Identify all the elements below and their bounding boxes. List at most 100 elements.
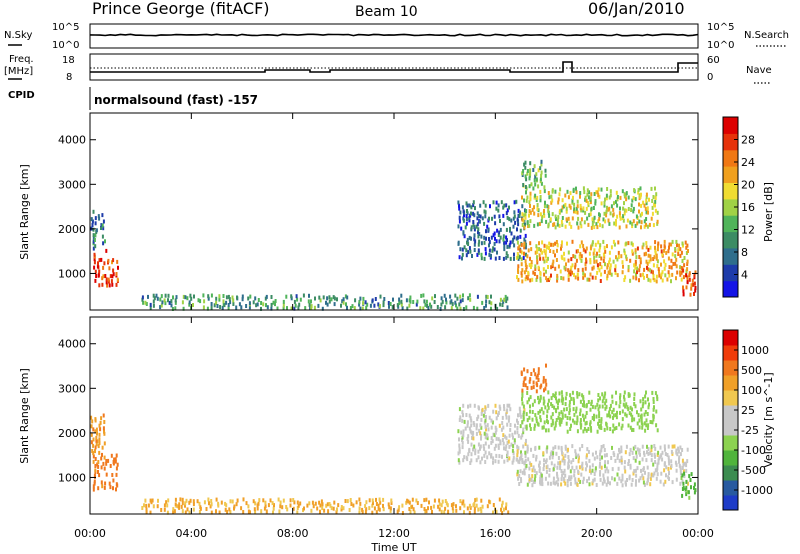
heatmap-cell <box>484 214 487 219</box>
heatmap-cell <box>656 247 659 252</box>
heatmap-cell <box>188 500 191 505</box>
heatmap-cell <box>627 265 630 269</box>
heatmap-cell <box>517 254 519 259</box>
heatmap-cell <box>102 226 105 231</box>
heatmap-cell <box>588 390 591 395</box>
heatmap-cell <box>504 434 507 439</box>
heatmap-cell <box>466 423 469 428</box>
heatmap-cell <box>101 445 104 450</box>
heatmap-cell <box>525 267 528 272</box>
heatmap-cell <box>112 272 115 277</box>
heatmap-cell <box>620 479 623 484</box>
heatmap-cell <box>608 413 610 418</box>
heatmap-cell <box>540 181 543 186</box>
heatmap-cell <box>516 426 519 430</box>
heatmap-cell <box>366 302 369 307</box>
heatmap-cell <box>102 274 105 279</box>
heatmap-cell <box>529 219 532 224</box>
heatmap-cell <box>551 421 554 426</box>
heatmap-cell <box>665 473 667 478</box>
heatmap-cell <box>555 217 557 221</box>
heatmap-cell <box>543 243 546 248</box>
heatmap-cell <box>594 466 597 471</box>
heatmap-cell <box>451 506 454 511</box>
heatmap-cell <box>649 268 652 273</box>
heatmap-cell <box>582 429 585 434</box>
heatmap-cell <box>643 482 646 487</box>
heatmap-cell <box>579 418 582 422</box>
heatmap-cell <box>654 196 657 200</box>
heatmap-cell <box>689 478 692 482</box>
heatmap-cell <box>639 399 642 404</box>
heatmap-cell <box>648 259 651 264</box>
heatmap-cell <box>505 255 508 260</box>
heatmap-cell <box>567 464 570 469</box>
heatmap-cell <box>602 239 605 244</box>
heatmap-cell <box>536 260 539 265</box>
heatmap-cell <box>499 219 501 223</box>
cpid-label: CPID <box>8 90 35 101</box>
heatmap-cell <box>567 447 569 452</box>
heatmap-cell <box>692 282 695 287</box>
heatmap-cell <box>656 221 659 226</box>
heatmap-cell <box>92 246 95 251</box>
heatmap-cell <box>506 450 509 455</box>
heatmap-cell <box>196 499 199 504</box>
heatmap-cell <box>605 209 608 214</box>
heatmap-cell <box>457 429 460 434</box>
heatmap-cell <box>660 272 663 277</box>
heatmap-cell <box>486 433 489 438</box>
heatmap-cell <box>513 200 516 205</box>
heatmap-cell <box>647 253 650 258</box>
heatmap-cell <box>584 195 587 200</box>
heatmap-cell <box>272 510 274 515</box>
heatmap-cell <box>361 509 364 514</box>
heatmap-cell <box>387 301 390 305</box>
heatmap-cell <box>115 272 118 276</box>
heatmap-cell <box>359 501 362 506</box>
heatmap-cell <box>663 259 666 264</box>
heatmap-cell <box>340 303 342 308</box>
heatmap-cell <box>222 294 225 298</box>
heatmap-cell <box>532 465 535 470</box>
heatmap-cell <box>478 219 481 224</box>
heatmap-cell <box>557 197 560 202</box>
heatmap-cell <box>557 477 560 482</box>
heatmap-cell <box>477 405 480 410</box>
heatmap-cell <box>321 306 324 311</box>
heatmap-cell <box>160 508 163 512</box>
heatmap-cell <box>575 206 578 211</box>
heatmap-cell <box>533 223 536 228</box>
heatmap-cell <box>685 273 688 278</box>
heatmap-cell <box>533 479 536 484</box>
heatmap-cell <box>639 273 642 278</box>
heatmap-cell <box>111 274 114 279</box>
heatmap-cell <box>346 295 349 300</box>
heatmap-cell <box>593 472 596 476</box>
heatmap-cell <box>591 242 594 247</box>
colorbar-tick-label: -1000 <box>741 484 773 497</box>
heatmap-cell <box>663 461 666 466</box>
heatmap-cell <box>96 431 98 436</box>
heatmap-cell <box>462 307 465 311</box>
heatmap-cell <box>378 304 381 309</box>
heatmap-cell <box>644 206 647 211</box>
heatmap-cell <box>682 288 685 293</box>
heatmap-cell <box>492 233 495 238</box>
heatmap-cell <box>304 306 307 311</box>
heatmap-cell <box>470 211 472 216</box>
heatmap-cell <box>523 270 526 275</box>
heatmap-cell <box>611 476 613 481</box>
heatmap-cell <box>577 469 580 474</box>
heatmap-cell <box>607 270 610 275</box>
heatmap-cell <box>561 473 564 478</box>
heatmap-cell <box>486 436 489 441</box>
heatmap-cell <box>293 500 296 505</box>
heatmap-cell <box>253 507 256 512</box>
heatmap-cell <box>181 300 184 305</box>
heatmap-cell <box>619 393 622 398</box>
heatmap-cell <box>630 208 633 212</box>
heatmap-cell <box>631 224 634 229</box>
heatmap-cell <box>521 470 524 475</box>
heatmap-cell <box>649 451 652 456</box>
